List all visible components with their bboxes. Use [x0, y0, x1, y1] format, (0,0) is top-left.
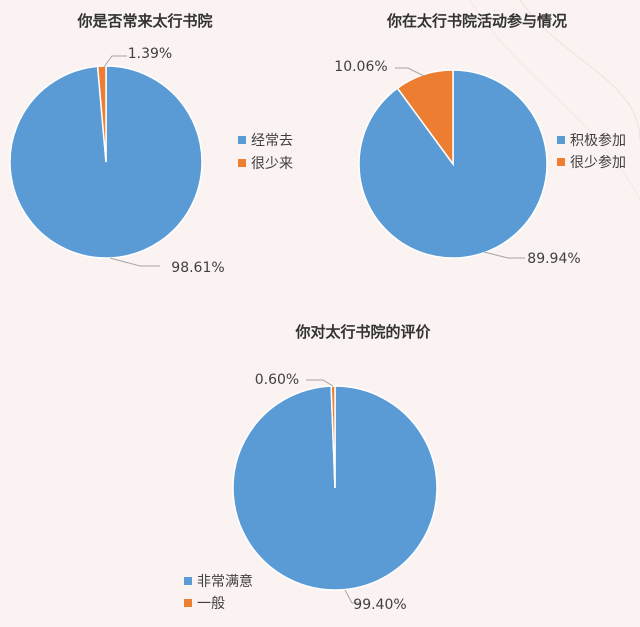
legend-swatch [184, 599, 192, 607]
pie-slice-minor [96, 65, 107, 163]
label-leader-line [306, 379, 334, 387]
background-decoration [519, 0, 640, 141]
legend-swatch [557, 158, 565, 166]
legend-label: 很少参加 [570, 154, 626, 171]
pie-slice-minor [330, 385, 336, 489]
legend-swatch [184, 577, 192, 585]
legend-label: 非常满意 [197, 573, 253, 590]
chart-title: 你是否常来太行书院 [76, 12, 212, 30]
legend-label: 积极参加 [570, 132, 626, 149]
data-label: 10.06% [334, 59, 387, 75]
data-label: 0.60% [255, 372, 299, 388]
legend-swatch [557, 136, 565, 144]
pie-slice-minor [396, 69, 454, 167]
legend-swatch [238, 136, 246, 144]
label-leader-line [344, 589, 360, 604]
data-label: 1.39% [128, 46, 172, 62]
data-label: 98.61% [171, 260, 224, 276]
label-leader-line [483, 251, 525, 259]
background-decoration [469, 0, 640, 201]
chart-title: 你对太行书院的评价 [294, 323, 431, 341]
legend-label: 一般 [197, 596, 225, 612]
chart-title: 你在太行书院活动参与情况 [386, 12, 567, 30]
label-leader-line [103, 55, 127, 68]
legend-label: 经常去 [251, 133, 293, 149]
data-label: 89.94% [527, 251, 580, 267]
legend-label: 很少来 [251, 156, 293, 172]
label-leader-line [395, 67, 425, 77]
legend-swatch [238, 159, 246, 167]
data-label: 99.40% [353, 597, 406, 613]
label-leader-line [109, 257, 160, 267]
